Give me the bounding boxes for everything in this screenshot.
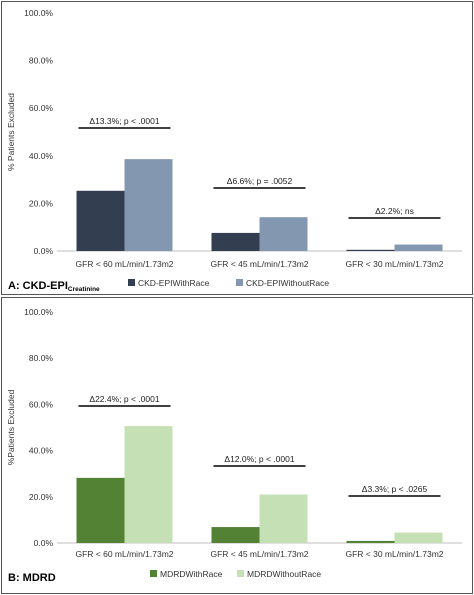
panel-a-frame xyxy=(1,1,473,295)
panel-a-bar-CKD-EPIWithoutRace xyxy=(124,159,173,251)
panel-b-category-label: GFR < 45 mL/min/1.73m2 xyxy=(210,549,308,559)
panel-a-bar-CKD-EPIWithRace xyxy=(346,249,395,251)
panel-b-bar-MDRDWithoutRace xyxy=(124,426,173,543)
panel-a-bar-CKD-EPIWithRace xyxy=(76,190,125,251)
panel-b-y-tick-label: 20.0% xyxy=(29,492,54,502)
panel-b-delta-annotation: Δ22.4%; p < .0001 xyxy=(89,394,159,404)
panel-a-bar-CKD-EPIWithoutRace xyxy=(259,217,308,251)
panel-b-legend-label: MDRDWithoutRace xyxy=(247,569,321,579)
panel-a-category-label: GFR < 30 mL/min/1.73m2 xyxy=(345,259,443,269)
panel-a-delta-annotation: Δ6.6%; p = .0052 xyxy=(227,176,293,186)
panel-b-bar-MDRDWithRace xyxy=(346,540,395,543)
panel-a-y-axis-title: % Patients Excluded xyxy=(6,93,16,171)
panel-b-y-axis-title: %Patients Excluded xyxy=(6,389,16,465)
panel-b-legend-swatch xyxy=(150,570,157,577)
panel-a-y-tick-label: 80.0% xyxy=(29,56,54,66)
panel-a-legend-swatch xyxy=(236,279,243,286)
panel-a-category-label: GFR < 60 mL/min/1.73m2 xyxy=(75,259,173,269)
panel-b-y-tick-label: 60.0% xyxy=(29,399,54,409)
panel-b-delta-annotation: Δ3.3%; p < .0265 xyxy=(362,484,428,494)
panel-a-panel-label-subscript: Creatinine xyxy=(68,286,100,293)
panel-b-bar-MDRDWithRace xyxy=(76,477,125,543)
panel-b-legend-swatch xyxy=(237,570,244,577)
panel-a-y-tick-label: 0.0% xyxy=(34,246,54,256)
panel-b-y-tick-label: 40.0% xyxy=(29,446,54,456)
panel-b-bar-MDRDWithoutRace xyxy=(394,532,443,543)
panel-a-legend-label: CKD-EPIWithoutRace xyxy=(246,278,329,288)
panel-a-bar-CKD-EPIWithoutRace xyxy=(394,244,443,251)
panel-a-delta-annotation: Δ2.2%; ns xyxy=(375,206,414,216)
panel-a-y-tick-label: 20.0% xyxy=(29,198,54,208)
panel-a-bar-CKD-EPIWithRace xyxy=(211,232,260,251)
panel-b-legend-label: MDRDWithRace xyxy=(160,569,223,579)
panel-b-category-label: GFR < 30 mL/min/1.73m2 xyxy=(345,549,443,559)
panel-b-y-tick-label: 0.0% xyxy=(34,538,54,548)
panel-a-legend-swatch xyxy=(128,279,135,286)
panel-a-y-tick-label: 60.0% xyxy=(29,103,54,113)
panel-a-delta-annotation: Δ13.3%; p < .0001 xyxy=(89,116,159,126)
panel-b-y-tick-label: 80.0% xyxy=(29,353,54,363)
panel-a-y-tick-label: 100.0% xyxy=(24,8,53,18)
panel-b-bar-MDRDWithRace xyxy=(211,527,260,543)
panel-b-frame xyxy=(1,297,473,594)
panel-a-y-tick-label: 40.0% xyxy=(29,151,54,161)
panel-b-y-tick-label: 100.0% xyxy=(24,307,53,317)
panel-b-bar-MDRDWithoutRace xyxy=(259,494,308,543)
panel-a-legend-label: CKD-EPIWithRace xyxy=(138,278,210,288)
panel-a-category-label: GFR < 45 mL/min/1.73m2 xyxy=(210,259,308,269)
panel-b-category-label: GFR < 60 mL/min/1.73m2 xyxy=(75,549,173,559)
panel-b-delta-annotation: Δ12.0%; p < .0001 xyxy=(224,454,294,464)
panel-b-panel-label: B: MDRD xyxy=(8,572,56,584)
panel-a-panel-label: A: CKD-EPICreatinine xyxy=(8,280,100,293)
